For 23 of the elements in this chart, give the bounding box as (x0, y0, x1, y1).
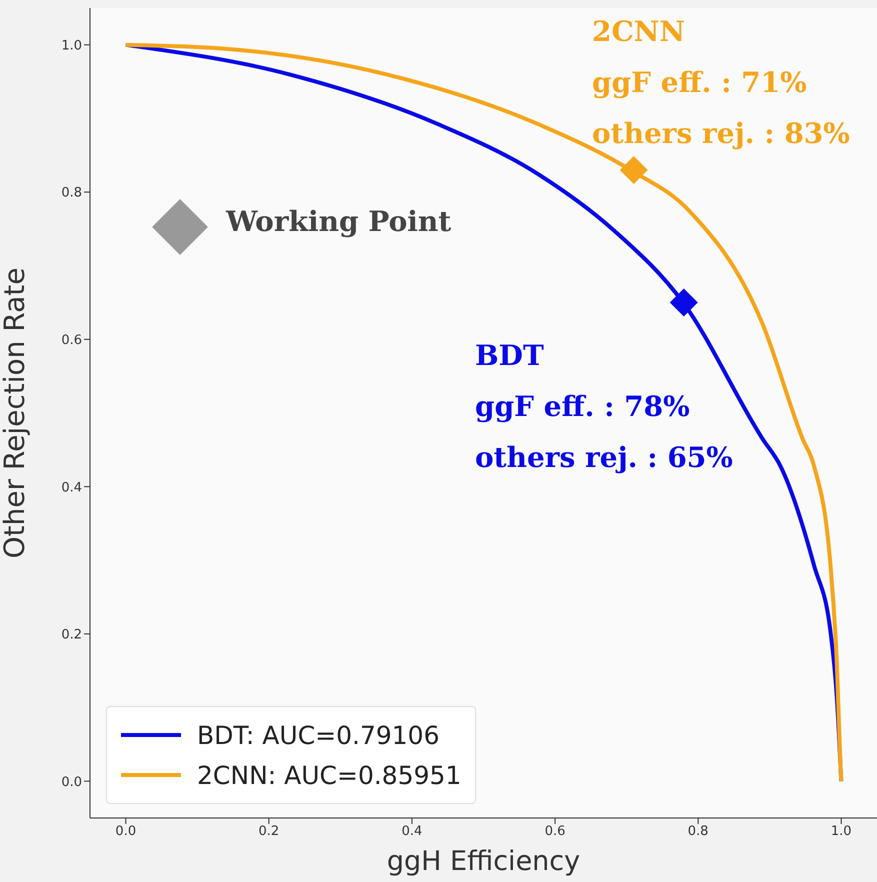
annotation: Working Point (226, 204, 452, 240)
x-tick-label: 0.0 (115, 824, 136, 840)
y-tick-label: 0.6 (61, 332, 82, 348)
annotation: ggF eff. : 78% (475, 389, 691, 425)
x-tick-label: 0.6 (544, 824, 566, 840)
annotation: others rej. : 83% (592, 116, 850, 152)
annotation: ggF eff. : 71% (592, 65, 808, 101)
x-tick-label: 0.2 (258, 824, 280, 840)
x-tick-label: 1.0 (830, 824, 852, 840)
annotation: 2CNN (592, 14, 686, 50)
legend-label: BDT: AUC=0.79106 (197, 720, 440, 750)
annotation: others rej. : 65% (475, 440, 733, 476)
y-tick-label: 1.0 (61, 38, 82, 54)
y-tick-label: 0.0 (61, 774, 82, 790)
x-axis-title: ggH Efficiency (386, 846, 580, 877)
y-tick-label: 0.8 (61, 186, 82, 201)
y-tick-label: 0.4 (61, 480, 82, 496)
y-axis-title: Other Rejection Rate (0, 268, 31, 558)
annotation: BDT (475, 338, 545, 374)
legend-label: 2CNN: AUC=0.85951 (197, 760, 462, 790)
y-tick-label: 0.2 (61, 628, 82, 643)
x-tick-label: 0.4 (402, 824, 422, 840)
x-tick-label: 0.8 (688, 824, 708, 840)
